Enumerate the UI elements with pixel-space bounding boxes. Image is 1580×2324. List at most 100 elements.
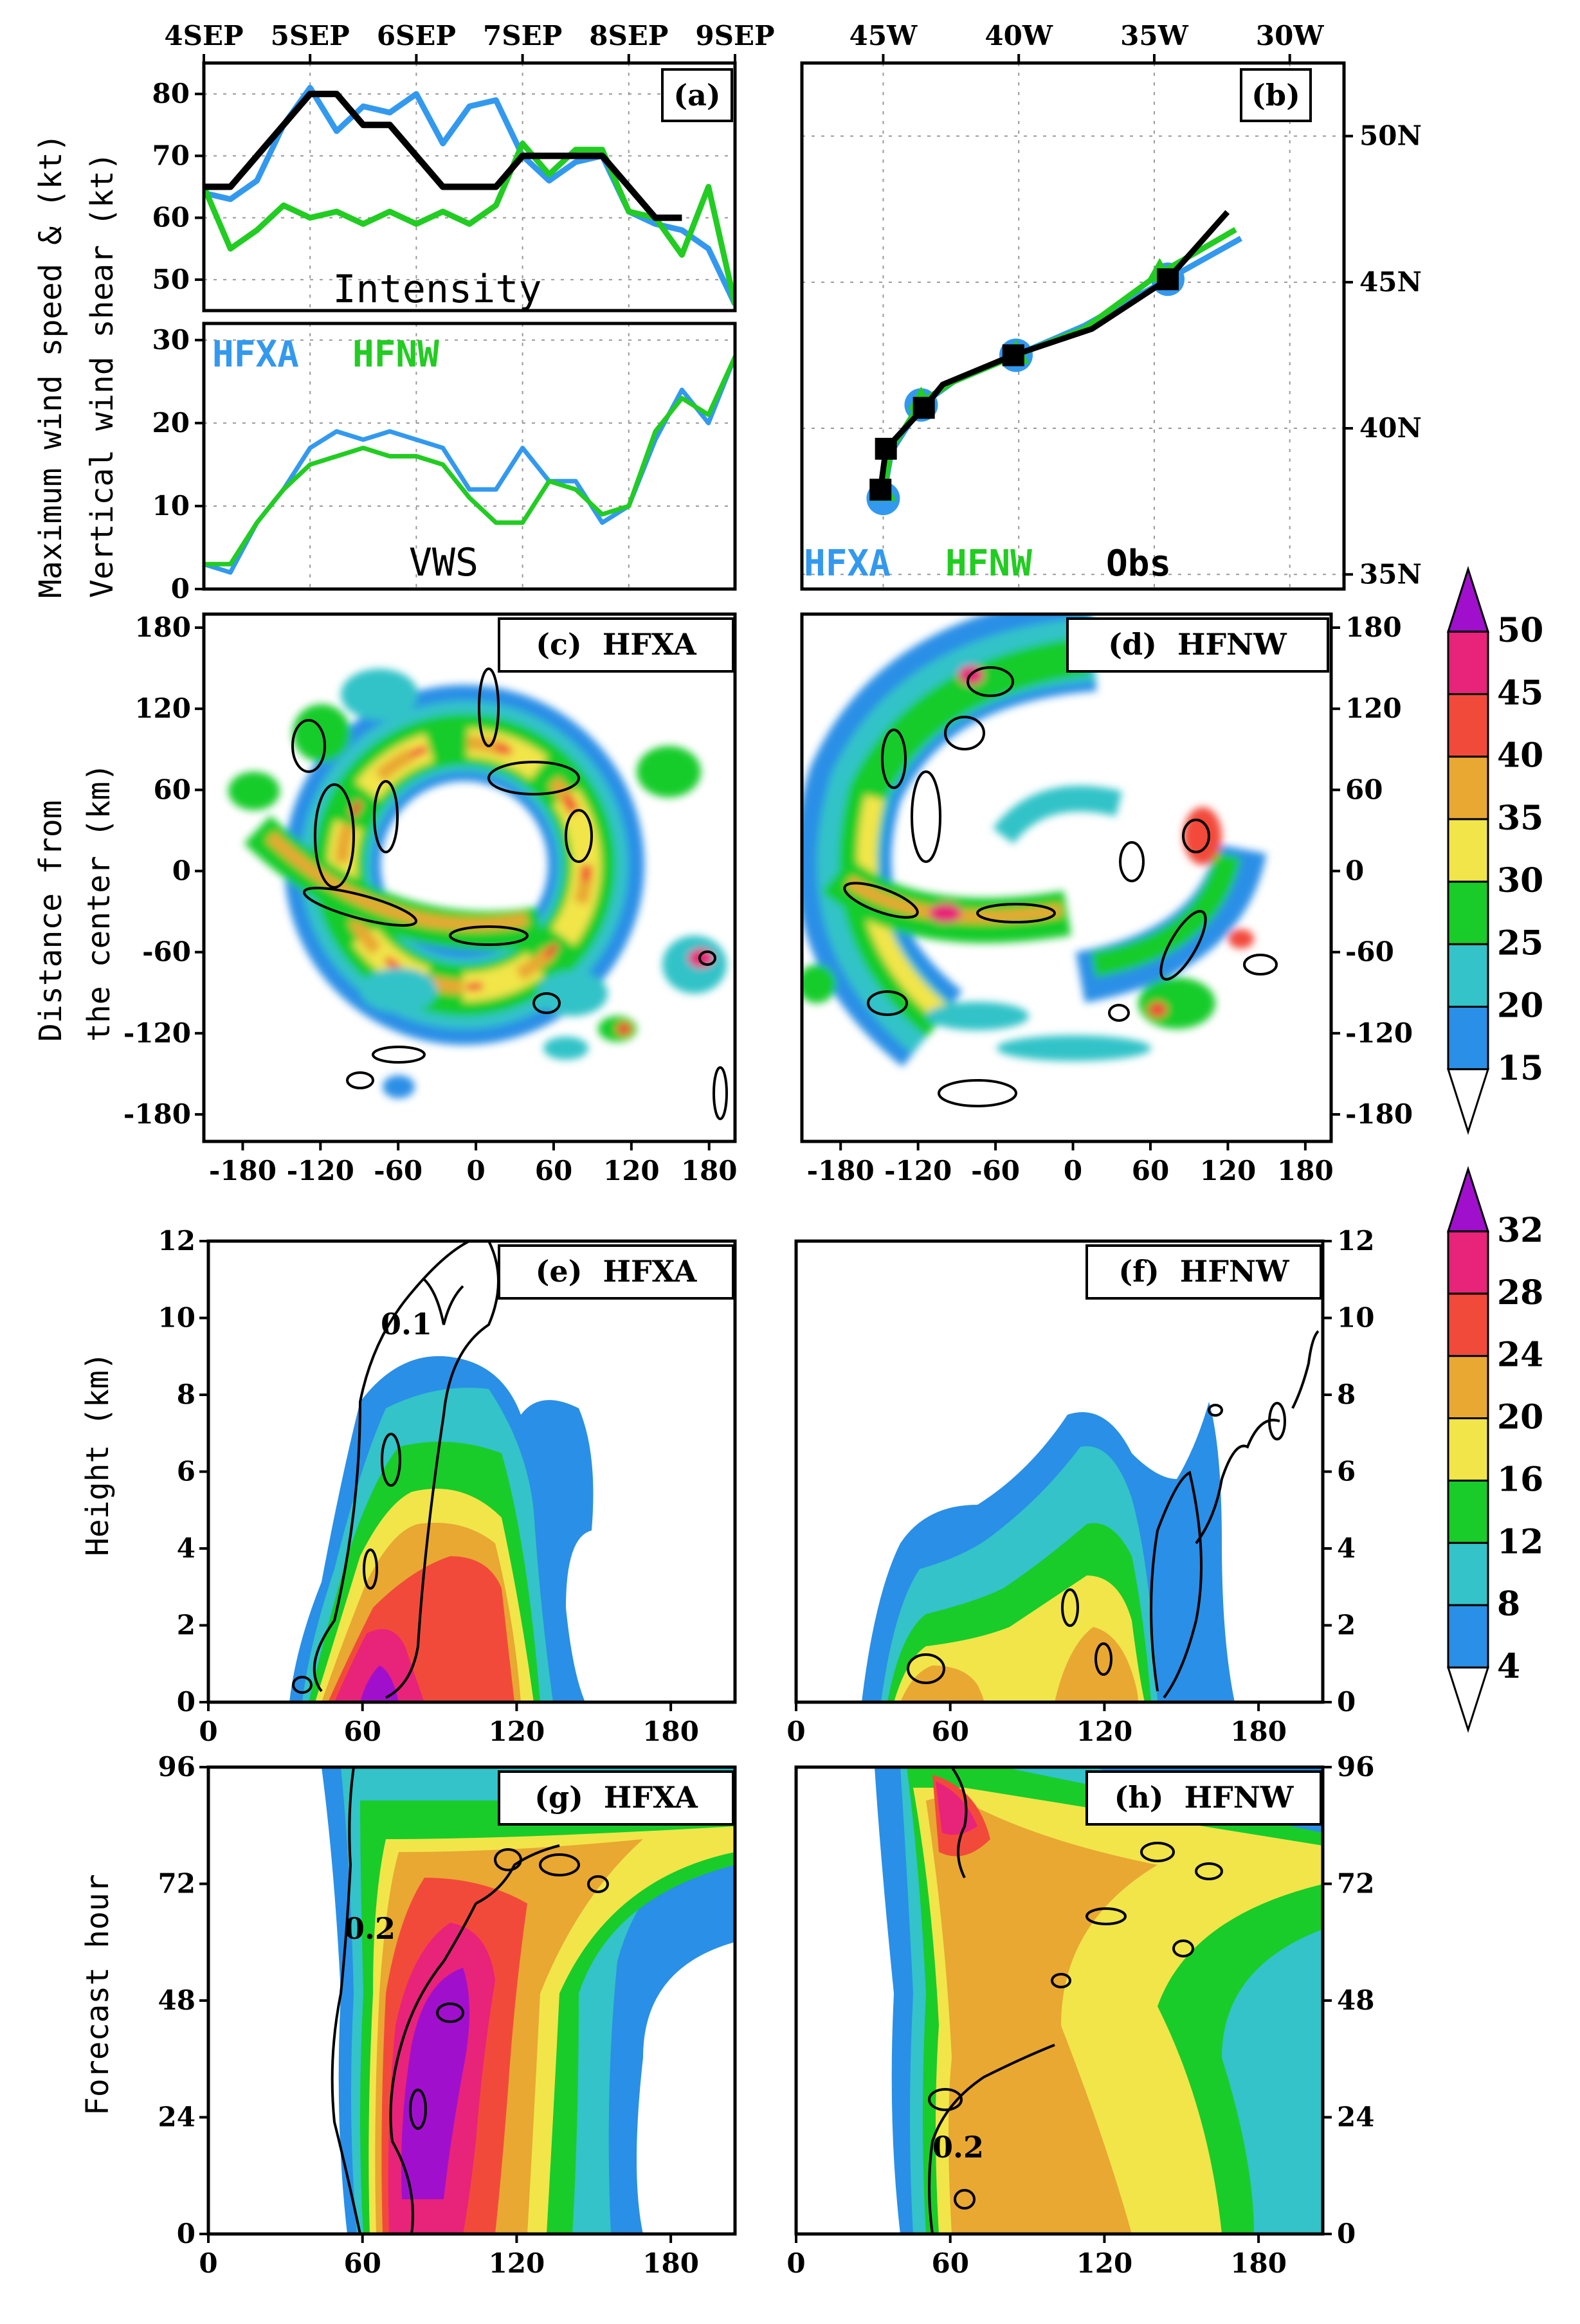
tick-label-y: 8 xyxy=(177,1379,195,1410)
tick-label-y: 24 xyxy=(1337,2102,1374,2133)
colorbar-box xyxy=(1447,818,1489,883)
tick-label-a2-y: 0 xyxy=(171,573,190,604)
tick-label-x: 120 xyxy=(1076,1716,1133,1747)
panel-b-label: (b) xyxy=(1251,78,1300,113)
colorbar-label: 24 xyxy=(1497,1336,1543,1375)
colorbar-label: 15 xyxy=(1497,1049,1543,1088)
tick-label-y: 6 xyxy=(1337,1456,1356,1487)
panel-e-contour-label: 0.1 xyxy=(381,1307,432,1341)
tick-label-y: -120 xyxy=(1345,1017,1413,1049)
tick-label-y: 2 xyxy=(1337,1610,1356,1641)
panel-g-field: 0.2 xyxy=(322,1767,735,2234)
panel-a-intensity-frame xyxy=(202,61,737,313)
colorbar-box xyxy=(1447,693,1489,758)
colorbar-box xyxy=(1447,1230,1489,1295)
tick-label-y: 120 xyxy=(1345,693,1402,724)
panel-g-ticks: 0 60 120 180 0 24 48 72 96 xyxy=(158,1751,699,2279)
tick-label-y: 48 xyxy=(1337,1984,1374,2016)
panel-c-contours xyxy=(291,667,728,1120)
ylabel-ab-line1: Maximum wind speed & (kt) xyxy=(33,134,69,598)
tick-label-y: 0 xyxy=(177,2218,195,2249)
tick-label-y: 10 xyxy=(1337,1302,1374,1334)
tick-label-y: 96 xyxy=(1337,1751,1374,1783)
colorbar-label: 12 xyxy=(1497,1522,1543,1561)
tick-label-x: 60 xyxy=(1132,1155,1169,1186)
tick-label-y: 12 xyxy=(158,1225,195,1257)
panel-f-ticks: 0 60 120 180 0 2 4 6 8 10 12 xyxy=(786,1225,1374,1747)
tick-label-x: 180 xyxy=(1230,1716,1287,1747)
legend-b-hfxa: HFXA xyxy=(804,543,891,585)
panel-f-field xyxy=(862,1330,1320,1702)
panel-e-contours xyxy=(292,1241,500,1699)
legend-a-hfnw: HFNW xyxy=(352,334,439,376)
panel-e-field: 0.1 xyxy=(289,1241,594,1702)
panel-g-contour-label: 0.2 xyxy=(344,1911,395,1946)
colorbar-label: 20 xyxy=(1497,1398,1543,1437)
tick-label-y: 24 xyxy=(158,2102,195,2133)
tick-label-y: 0 xyxy=(1337,1686,1356,1718)
panel-d-ticks: -180 -120 -60 0 60 120 180 -180 -120 -60 0 60 120 180 xyxy=(807,612,1413,1186)
panel-b-frame xyxy=(800,61,1346,591)
tick-label-x: 0 xyxy=(786,2247,805,2279)
tick-label-x: 0 xyxy=(786,1716,805,1747)
y-axis-labels: Maximum wind speed & (kt) Vertical wind … xyxy=(33,134,120,2116)
panel-h: 0.2 0 60 120 180 0 24 48 72 96 (h) HFNW xyxy=(786,1751,1374,2279)
tick-label-y: 4 xyxy=(177,1532,195,1564)
colorbar-box xyxy=(1447,630,1489,695)
colorbar-box xyxy=(1447,1541,1489,1606)
panel-h-contours xyxy=(928,1767,1223,2234)
panel-d: -180 -120 -60 0 60 120 180 -180 -120 -60 0 60 120 180… xyxy=(800,612,1413,1186)
panel-e-level-32 xyxy=(360,1666,399,1702)
ylabel-ab-line2: Vertical wind shear (kt) xyxy=(84,152,120,598)
tick-label-a2-y: 20 xyxy=(152,407,190,439)
tick-label-y: 60 xyxy=(1345,774,1383,805)
panel-f: 0 60 120 180 0 2 4 6 8 10 12 (f) HFNW xyxy=(786,1225,1374,1747)
track-marker-obs xyxy=(1157,268,1179,291)
tick-label-a-x: 9SEP xyxy=(695,20,774,51)
panel-d-label-box xyxy=(1066,617,1329,673)
tick-label-a-x: 6SEP xyxy=(377,20,456,51)
colorbar-label: 45 xyxy=(1497,673,1543,713)
panel-b: 45W 40W 35W 30W 35N 40N 45N 50N (b) HFXA HFNW O… xyxy=(800,20,1422,591)
tick-label-x: 60 xyxy=(931,1716,968,1747)
ylabel-cd-line2: the center (km) xyxy=(81,763,117,1042)
panel-c-label: (c) HFXA xyxy=(536,627,697,662)
track-hfxa xyxy=(880,235,1243,499)
tick-label-x: 60 xyxy=(343,2247,381,2279)
tick-label-y: 60 xyxy=(154,774,191,805)
colorbar-box xyxy=(1447,1417,1489,1482)
tick-label-x: 60 xyxy=(343,1716,381,1747)
tick-label-x: 180 xyxy=(1277,1155,1334,1186)
track-marker-obs xyxy=(875,437,897,460)
panel-g-label: (g) HFXA xyxy=(534,1780,698,1815)
panel-c-frame xyxy=(202,612,737,1143)
tick-label-y: 120 xyxy=(134,693,191,724)
panel-a-vws-frame xyxy=(202,322,737,591)
panel-c: -180 -120 -60 0 60 120 180 -180 -120 -60 0 60 120 180… xyxy=(123,612,738,1186)
tick-label-a1-y: 60 xyxy=(152,202,190,233)
colorbar-box xyxy=(1447,1479,1489,1544)
tick-label-b-lon: 45W xyxy=(849,20,918,51)
panel-c-rainband-annulus xyxy=(228,669,727,1098)
tick-label-a1-y: 50 xyxy=(152,264,190,295)
panel-b-ticks: 45W 40W 35W 30W 35N 40N 45N 50N xyxy=(849,20,1422,590)
series-vws-hfnw xyxy=(204,356,735,567)
tick-label-y: 0 xyxy=(1345,855,1364,886)
tick-label-a-x: 7SEP xyxy=(483,20,562,51)
panel-a-ticks: 4SEP 5SEP 6SEP 7SEP 8SEP 9SEP 50 60 70 80 0 10 20 30 xyxy=(152,20,775,604)
panel-g-label-box xyxy=(498,1770,734,1826)
panel-f-label: (f) HFNW xyxy=(1118,1254,1290,1289)
panel-a-label: (a) xyxy=(673,78,720,113)
panel-h-level-28 xyxy=(936,1781,977,1835)
tick-label-x: -60 xyxy=(374,1155,422,1186)
panel-c-ticks: -180 -120 -60 0 60 120 180 -180 -120 -60 0 60 120 180 xyxy=(123,612,738,1186)
colorbar-box xyxy=(1447,1355,1489,1420)
colorbar-label: 32 xyxy=(1497,1211,1543,1250)
tick-label-x: 180 xyxy=(681,1155,738,1186)
tick-label-y: 4 xyxy=(1337,1532,1356,1564)
tick-label-x: -180 xyxy=(807,1155,875,1186)
panel-h-ticks: 0 60 120 180 0 24 48 72 96 xyxy=(786,1751,1374,2279)
tick-label-a-x: 5SEP xyxy=(271,20,350,51)
colorbar-box xyxy=(1447,880,1489,945)
ylabel-ef: Height (km) xyxy=(80,1352,116,1556)
